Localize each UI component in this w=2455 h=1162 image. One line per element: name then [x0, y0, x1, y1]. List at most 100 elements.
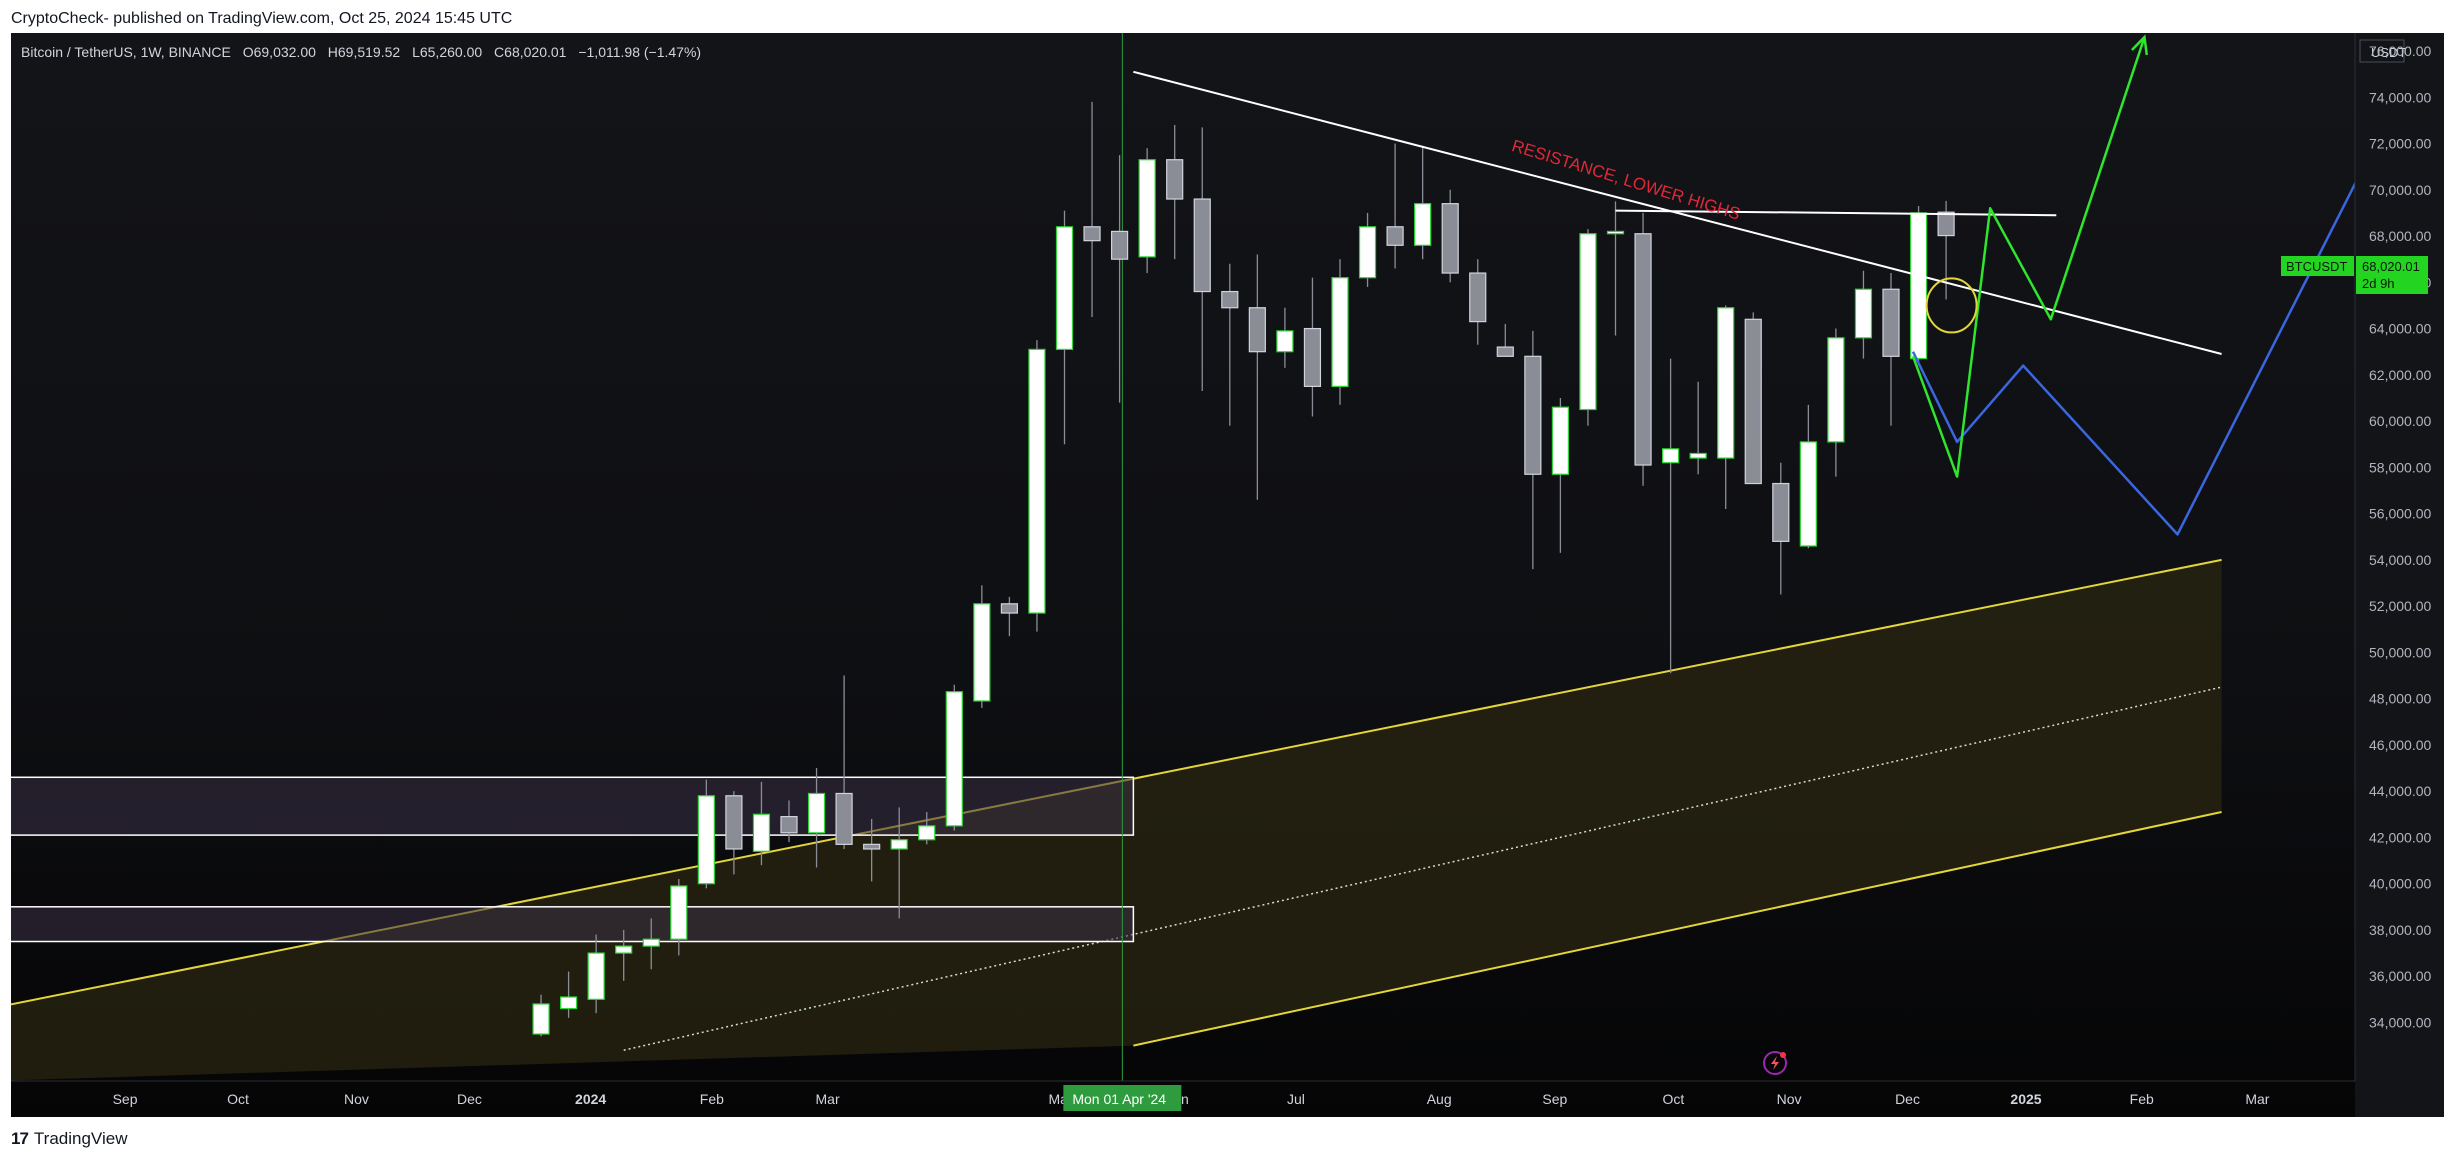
candle-2 — [587, 952, 605, 1000]
channel-lower-line — [1133, 810, 2222, 1047]
candle-35 — [1496, 346, 1514, 357]
candle-51 — [1937, 211, 1955, 237]
candle-37 — [1551, 406, 1570, 475]
candle-16 — [973, 603, 991, 702]
resistance-line-flat — [1615, 209, 2057, 217]
svg-text:Bitcoin / TetherUS, 1W, BINANC: Bitcoin / TetherUS, 1W, BINANCE O69,032.… — [21, 44, 701, 60]
price-tick-5: 44,000.00 — [2369, 783, 2431, 799]
time-tick-18: Mar — [2245, 1091, 2269, 1107]
time-tick-5: 2024 — [575, 1091, 606, 1107]
projection-green-arrowhead — [2131, 34, 2149, 56]
candle-18 — [1028, 348, 1046, 614]
candle-44 — [1744, 318, 1762, 485]
candle-1 — [559, 996, 578, 1010]
price-tag-countdown: 2d 9h — [2362, 276, 2395, 291]
candle-26 — [1248, 307, 1266, 353]
candle-15 — [945, 691, 963, 827]
time-tick-13: Oct — [1662, 1091, 1684, 1107]
time-tick-16: 2025 — [2010, 1091, 2041, 1107]
candle-42 — [1689, 452, 1707, 459]
price-tick-20: 74,000.00 — [2369, 89, 2431, 105]
price-chart[interactable]: Bitcoin / TetherUS, 1W, BINANCE O69,032.… — [11, 33, 2444, 1117]
time-tick-1: Sep — [113, 1091, 138, 1107]
time-tick-12: Sep — [1542, 1091, 1567, 1107]
price-tick-10: 54,000.00 — [2369, 552, 2431, 568]
price-tick-9: 52,000.00 — [2369, 598, 2431, 614]
publisher-text: CryptoCheck- published on TradingView.co… — [11, 10, 513, 27]
price-tag-value: 68,020.01 — [2362, 259, 2420, 274]
price-tick-17: 68,000.00 — [2369, 228, 2431, 244]
candle-24 — [1193, 198, 1211, 293]
candle-8 — [752, 813, 771, 852]
lightning-icon[interactable] — [1763, 1051, 1787, 1075]
time-axis[interactable]: SepOctNovDec2024FebMarMayJunJulAugSepOct… — [11, 1080, 2355, 1107]
candle-46 — [1799, 441, 1817, 547]
price-tick-1: 36,000.00 — [2369, 968, 2431, 984]
candle-0 — [532, 1003, 550, 1035]
price-tick-0: 34,000.00 — [2369, 1014, 2431, 1030]
candle-32 — [1414, 203, 1432, 246]
footer — [0, 1117, 2455, 1162]
candle-49 — [1882, 288, 1900, 357]
time-tick-14: Nov — [1777, 1091, 1802, 1107]
candle-9 — [780, 816, 798, 834]
price-tick-12: 58,000.00 — [2369, 459, 2431, 475]
currency-unit: USDT — [2371, 45, 2406, 60]
highlight-circle — [1925, 277, 1978, 334]
currency-box[interactable] — [2359, 39, 2405, 63]
price-tag-symbol: BTCUSDT — [2286, 259, 2347, 274]
chart-area[interactable]: Bitcoin / TetherUS, 1W, BINANCE O69,032.… — [11, 33, 2444, 1117]
price-tick-13: 60,000.00 — [2369, 413, 2431, 429]
supply-zone-1 — [11, 776, 1135, 836]
candle-27 — [1276, 330, 1294, 353]
price-tick-2: 38,000.00 — [2369, 922, 2431, 938]
crosshair-date: Mon 01 Apr '24 — [1072, 1091, 1166, 1107]
candle-17 — [1000, 603, 1019, 614]
tradingview-logo[interactable]: 17 TradingView — [11, 1129, 127, 1149]
candle-21 — [1110, 230, 1129, 260]
candle-10 — [807, 792, 826, 834]
tradingview-logo-icon: 17 — [11, 1129, 29, 1148]
time-tick-7: Mar — [816, 1091, 840, 1107]
time-tick-2: Oct — [227, 1091, 249, 1107]
channel-mid-line — [623, 686, 2222, 1051]
candle-28 — [1303, 327, 1322, 387]
drawing-layer — [1133, 34, 2400, 536]
candle-31 — [1386, 226, 1404, 246]
legend-change: −1,011.98 (−1.47%) — [578, 44, 701, 60]
time-tick-10: Jul — [1287, 1091, 1305, 1107]
legend-open: O69,032.00 — [243, 44, 316, 60]
publish-header: CryptoCheck- published on TradingView.co… — [0, 0, 2455, 38]
candle-4 — [642, 938, 660, 947]
supply-zone-2 — [11, 906, 1135, 943]
tradingview-brand: TradingView — [33, 1129, 128, 1148]
candle-7 — [725, 795, 743, 850]
candle-29 — [1331, 277, 1349, 387]
candle-30 — [1358, 226, 1377, 279]
candle-14 — [918, 825, 936, 841]
candle-45 — [1772, 482, 1790, 542]
candle-40 — [1634, 233, 1652, 466]
candle-33 — [1441, 203, 1459, 274]
candles-layer — [532, 101, 1955, 1037]
price-tick-4: 42,000.00 — [2369, 829, 2431, 845]
candle-47 — [1827, 337, 1845, 443]
candle-12 — [863, 843, 881, 850]
price-tick-6: 46,000.00 — [2369, 737, 2431, 753]
time-tick-3: Nov — [344, 1091, 369, 1107]
price-tick-14: 62,000.00 — [2369, 367, 2431, 383]
price-axis[interactable]: USDT 34,000.00 36,000.00 38,000.00 40,000.0… — [2354, 33, 2444, 1117]
price-tick-8: 50,000.00 — [2369, 644, 2431, 660]
legend-high: H69,519.52 — [328, 44, 401, 60]
time-tick-6: Feb — [700, 1091, 724, 1107]
candle-36 — [1524, 355, 1542, 475]
legend-symbol: Bitcoin / TetherUS, 1W, BINANCE — [21, 44, 231, 60]
candle-38 — [1579, 233, 1597, 411]
candle-3 — [615, 945, 633, 954]
price-tick-11: 56,000.00 — [2369, 506, 2431, 522]
projection-green — [1911, 36, 2146, 478]
candle-43 — [1717, 307, 1735, 459]
price-tick-18: 70,000.00 — [2369, 182, 2431, 198]
last-price-tag: BTCUSDT 68,020.01 2d 9h — [2281, 256, 2428, 294]
crosshair-date-tag: Mon 01 Apr '24 — [1063, 1085, 1182, 1111]
